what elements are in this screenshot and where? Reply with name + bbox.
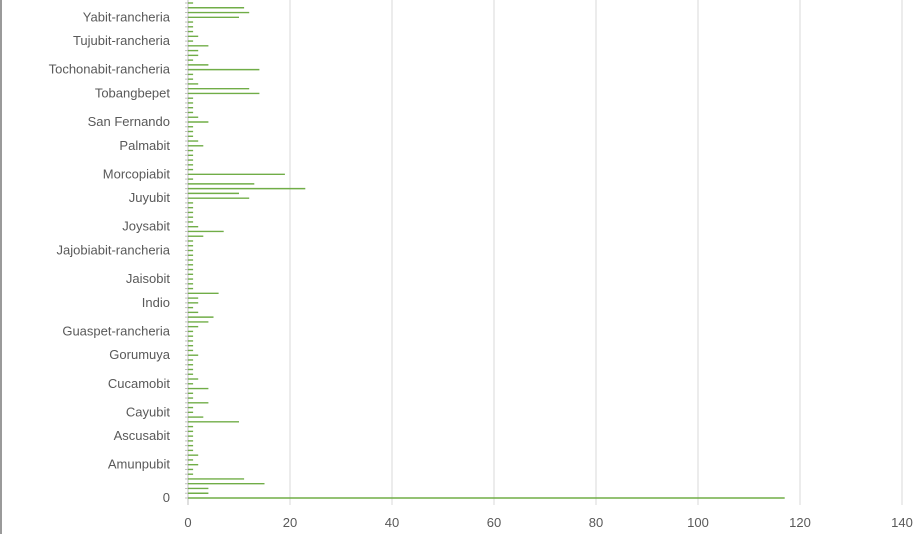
category-label: Jaisobit (126, 271, 170, 286)
category-label: Tochonabit-rancheria (49, 62, 171, 77)
category-label: Ascusabit (114, 428, 171, 443)
y-axis (185, 0, 189, 505)
category-label: Tobangbepet (95, 85, 171, 100)
category-label: Yabit-rancheria (83, 9, 171, 24)
x-tick-label: 120 (789, 515, 811, 530)
category-label: Cayubit (126, 404, 170, 419)
category-label: Guaspet-rancheria (62, 323, 170, 338)
x-tick-label: 140 (891, 515, 913, 530)
x-tick-label: 80 (589, 515, 603, 530)
category-label: Cucamobit (108, 376, 171, 391)
category-label: Amunpubit (108, 457, 171, 472)
category-label: Joysabit (122, 219, 170, 234)
category-label: San Fernando (88, 114, 170, 129)
left-border (0, 0, 2, 534)
x-tick-label: 20 (283, 515, 297, 530)
category-label: Jajobiabit-rancheria (57, 243, 171, 258)
x-tick-labels: 0 20 40 60 80 100 120 140 (184, 515, 912, 530)
category-label: 0 (163, 490, 170, 505)
category-label: Tujubit-rancheria (73, 33, 171, 48)
x-tick-label: 40 (385, 515, 399, 530)
category-label: Indio (142, 295, 170, 310)
category-label: Morcopiabit (103, 166, 171, 181)
category-labels: 0 Amunpubit Ascusabit Cayubit Cucamobit Gorum… (49, 9, 171, 505)
x-tick-label: 0 (184, 515, 191, 530)
category-label: Palmabit (119, 138, 170, 153)
x-tick-label: 100 (687, 515, 709, 530)
category-label: Juyubit (129, 190, 171, 205)
bars (188, 2, 785, 499)
x-tick-label: 60 (487, 515, 501, 530)
category-label: Gorumuya (109, 347, 170, 362)
gridlines (289, 0, 903, 505)
